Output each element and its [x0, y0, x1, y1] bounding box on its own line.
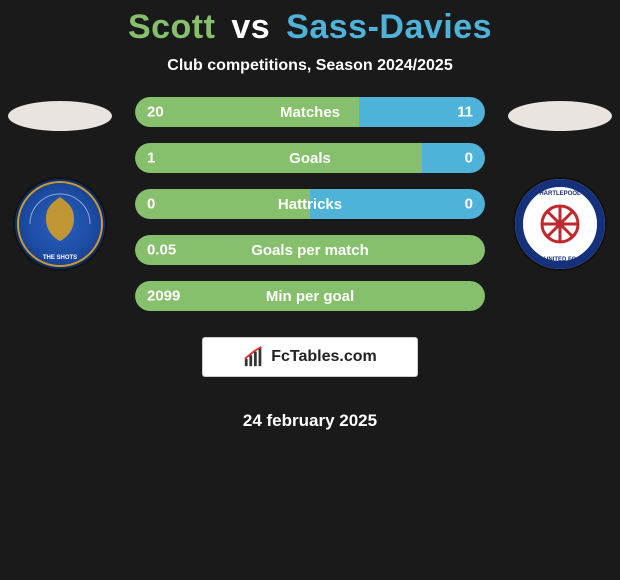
stat-left-value: 2099	[147, 288, 180, 305]
stat-bar: Goals per match 0.05	[135, 235, 485, 265]
right-club-crest: HARTLEPOOL UNITED FC	[515, 179, 605, 269]
player-right-name: Sass-Davies	[286, 8, 492, 46]
stat-left-value: 1	[147, 150, 155, 167]
stat-left-segment	[135, 143, 422, 173]
stat-bar: Min per goal 2099	[135, 281, 485, 311]
player-left-name: Scott	[128, 8, 216, 46]
stat-label: Goals per match	[251, 242, 369, 259]
stats-column: Matches 20 11 Goals 1 0 Hattricks 0 0 Goals per m…	[120, 97, 500, 431]
svg-text:UNITED FC: UNITED FC	[544, 257, 577, 263]
stat-left-value: 0.05	[147, 242, 176, 259]
subtitle: Club competitions, Season 2024/2025	[0, 57, 620, 75]
left-player-silhouette	[8, 101, 112, 131]
stat-right-value: 11	[457, 104, 473, 121]
svg-text:HARTLEPOOL: HARTLEPOOL	[539, 191, 581, 197]
stat-label: Matches	[280, 104, 340, 121]
brand-box[interactable]: FcTables.com	[202, 337, 418, 377]
left-player-col: THE SHOTS	[0, 97, 120, 269]
stat-label: Hattricks	[278, 196, 342, 213]
brand-text: FcTables.com	[271, 348, 377, 366]
comparison-card: Scott vs Sass-Davies Club competitions, …	[0, 0, 620, 431]
vs-text: vs	[231, 8, 270, 46]
stat-bar: Matches 20 11	[135, 97, 485, 127]
right-player-silhouette	[508, 101, 612, 131]
hartlepool-crest-icon: HARTLEPOOL UNITED FC	[515, 179, 605, 269]
stat-bar: Goals 1 0	[135, 143, 485, 173]
stat-right-value: 0	[465, 150, 473, 167]
stat-label: Min per goal	[266, 288, 354, 305]
stat-left-value: 0	[147, 196, 155, 213]
stat-label: Goals	[289, 150, 331, 167]
chart-icon	[243, 346, 265, 368]
page-title: Scott vs Sass-Davies	[0, 8, 620, 47]
right-player-col: HARTLEPOOL UNITED FC	[500, 97, 620, 269]
stat-right-segment	[422, 143, 485, 173]
date-text: 24 february 2025	[243, 411, 377, 431]
stat-right-value: 0	[465, 196, 473, 213]
main-row: THE SHOTS Matches2011Goals10Hattricks00G…	[0, 97, 620, 431]
stat-bar: Hattricks 0 0	[135, 189, 485, 219]
stat-left-value: 20	[147, 104, 164, 121]
left-club-crest: THE SHOTS	[15, 179, 105, 269]
aldershot-crest-icon: THE SHOTS	[15, 179, 105, 269]
svg-text:THE SHOTS: THE SHOTS	[43, 255, 77, 261]
